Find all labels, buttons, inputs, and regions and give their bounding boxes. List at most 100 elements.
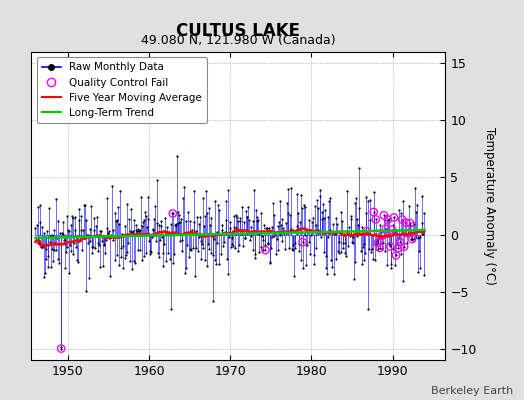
Point	[196, 256, 205, 262]
Point	[234, 248, 243, 254]
Point	[242, 214, 250, 220]
Point	[164, 250, 172, 256]
Point	[268, 224, 277, 230]
Point	[348, 239, 356, 246]
Point	[39, 230, 48, 236]
Point	[61, 264, 70, 271]
Point	[121, 223, 129, 230]
Point	[89, 244, 97, 250]
Point	[66, 242, 74, 248]
Point	[385, 241, 393, 248]
Point	[322, 253, 331, 260]
Point	[325, 198, 333, 204]
Point	[257, 210, 266, 216]
Point	[299, 239, 307, 245]
Point	[341, 240, 350, 246]
Point	[174, 208, 182, 215]
Point	[163, 224, 171, 230]
Point	[71, 214, 80, 220]
Point	[286, 212, 294, 218]
Point	[371, 256, 379, 263]
Point	[402, 220, 410, 226]
Point	[420, 210, 428, 216]
Point	[277, 222, 285, 228]
Point	[121, 255, 129, 261]
Point	[246, 237, 254, 243]
Point	[234, 218, 242, 224]
Point	[146, 251, 155, 257]
Point	[199, 245, 207, 251]
Point	[41, 270, 49, 276]
Point	[113, 217, 121, 223]
Point	[327, 257, 335, 264]
Point	[285, 245, 293, 252]
Point	[264, 240, 272, 246]
Point	[230, 223, 238, 230]
Point	[72, 244, 80, 250]
Point	[259, 237, 268, 243]
Point	[53, 234, 61, 241]
Point	[58, 230, 66, 236]
Point	[215, 260, 223, 267]
Point	[209, 298, 217, 304]
Point	[204, 205, 213, 212]
Point	[177, 216, 185, 222]
Point	[379, 240, 387, 246]
Point	[294, 210, 302, 216]
Point	[301, 232, 309, 238]
Point	[324, 214, 333, 220]
Point	[345, 231, 354, 237]
Point	[46, 233, 54, 240]
Point	[180, 184, 189, 190]
Point	[290, 273, 298, 280]
Point	[202, 210, 211, 216]
Point	[276, 232, 285, 238]
Point	[366, 217, 375, 223]
Point	[307, 232, 315, 238]
Point	[413, 235, 422, 242]
Point	[357, 261, 366, 268]
Point	[236, 215, 244, 222]
Point	[396, 239, 405, 246]
Point	[133, 228, 141, 234]
Point	[241, 235, 249, 241]
Point	[54, 217, 63, 224]
Point	[58, 219, 67, 226]
Point	[55, 259, 63, 266]
Point	[301, 204, 310, 210]
Point	[35, 240, 43, 246]
Point	[407, 236, 415, 242]
Point	[57, 344, 65, 351]
Point	[191, 273, 199, 280]
Point	[146, 248, 154, 254]
Point	[365, 246, 373, 252]
Point	[323, 271, 331, 277]
Point	[416, 265, 424, 272]
Point	[172, 221, 180, 228]
Point	[178, 248, 186, 254]
Point	[197, 238, 205, 245]
Point	[412, 234, 420, 240]
Point	[169, 210, 177, 217]
Point	[79, 226, 87, 233]
Point	[85, 238, 94, 244]
Point	[307, 227, 315, 233]
Point	[118, 243, 127, 250]
Point	[297, 256, 305, 263]
Point	[192, 228, 200, 234]
Point	[60, 236, 68, 243]
Point	[105, 235, 113, 241]
Point	[392, 252, 400, 259]
Point	[209, 252, 217, 258]
Point	[329, 221, 337, 227]
Point	[51, 247, 60, 253]
Point	[190, 188, 198, 194]
Point	[123, 249, 132, 255]
Point	[297, 192, 305, 198]
Point	[314, 205, 322, 211]
Point	[258, 233, 266, 240]
Point	[299, 239, 307, 245]
Point	[212, 260, 220, 267]
Point	[416, 234, 424, 240]
Point	[257, 244, 265, 250]
